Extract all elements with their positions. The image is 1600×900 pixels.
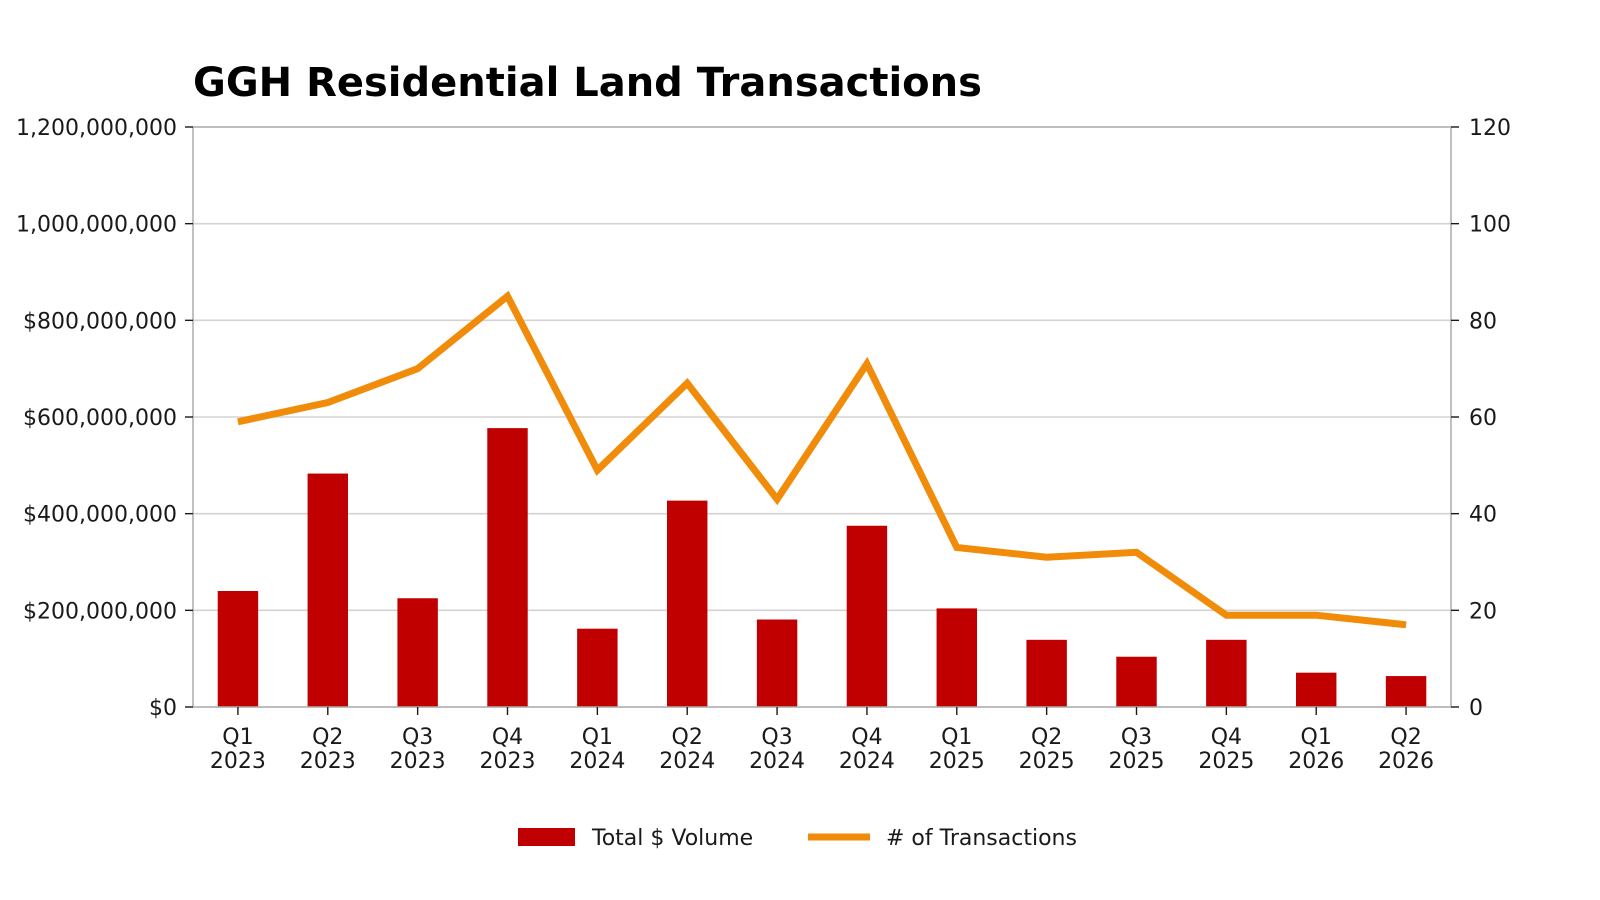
bar-4 [577, 628, 618, 707]
right-tick-label-2: 40 [1469, 503, 1497, 528]
bar-13 [1385, 676, 1427, 707]
x-tick-label-4: Q1 2024 [569, 725, 625, 774]
bar-9 [1026, 639, 1067, 707]
x-axis-ticks: Q1 2023 Q2 2023 Q3 2023 Q4 2023 Q1 2024 Q2 2024 Q3 20… [210, 707, 1434, 774]
bar-2 [397, 598, 438, 707]
bar-1 [307, 473, 349, 707]
legend-label-volume: Total $ Volume [591, 826, 753, 851]
bar-6 [756, 619, 798, 707]
bar-10 [1116, 656, 1157, 707]
bar-7 [846, 525, 888, 707]
grid-lines [193, 126, 1451, 708]
legend: Total $ Volume # of Transactions [518, 826, 1077, 851]
left-tick-label-6: 1,200,000,000 [16, 116, 177, 141]
bar-series [217, 428, 1427, 707]
line-series [237, 290, 1407, 629]
chart-title: GGH Residential Land Transactions [193, 60, 982, 106]
left-tick-label-1: $200,000,000 [23, 599, 177, 624]
x-tick-label-7: Q4 2024 [839, 725, 895, 774]
x-tick-label-0: Q1 2023 [210, 725, 266, 774]
x-tick-label-12: Q1 2026 [1288, 725, 1344, 774]
x-tick-label-9: Q2 2025 [1019, 725, 1075, 774]
x-tick-label-5: Q2 2024 [659, 725, 715, 774]
right-axis-ticks: 0 20 40 60 80 100 120 [1451, 116, 1511, 721]
right-tick-label-3: 60 [1469, 406, 1497, 431]
right-tick-label-4: 80 [1469, 309, 1497, 334]
right-tick-label-0: 0 [1469, 696, 1483, 721]
left-tick-label-4: $800,000,000 [23, 309, 177, 334]
bar-8 [936, 608, 978, 707]
legend-swatch-volume [518, 828, 575, 846]
x-tick-label-2: Q3 2023 [390, 725, 446, 774]
right-tick-label-5: 100 [1469, 213, 1511, 238]
x-tick-label-11: Q4 2025 [1198, 725, 1254, 774]
x-tick-label-13: Q2 2026 [1378, 725, 1434, 774]
right-tick-label-6: 120 [1469, 116, 1511, 141]
legend-label-transactions: # of Transactions [886, 826, 1077, 851]
bar-12 [1295, 672, 1337, 707]
bar-5 [666, 500, 708, 707]
bar-11 [1206, 639, 1247, 707]
bar-3 [487, 428, 528, 707]
left-tick-label-3: $600,000,000 [23, 406, 177, 431]
bar-0 [217, 591, 259, 707]
x-tick-label-6: Q3 2024 [749, 725, 805, 774]
left-tick-label-2: $400,000,000 [23, 503, 177, 528]
transactions-line [237, 290, 1407, 629]
x-tick-label-1: Q2 2023 [300, 725, 356, 774]
x-tick-label-3: Q4 2023 [480, 725, 536, 774]
left-tick-label-0: $0 [149, 696, 177, 721]
right-tick-label-1: 20 [1469, 599, 1497, 624]
left-axis-ticks: $0 $200,000,000 $400,000,000 $600,000,000 $8… [16, 116, 193, 721]
x-tick-label-8: Q1 2025 [929, 725, 985, 774]
left-tick-label-5: 1,000,000,000 [16, 213, 177, 238]
x-tick-label-10: Q3 2025 [1109, 725, 1165, 774]
